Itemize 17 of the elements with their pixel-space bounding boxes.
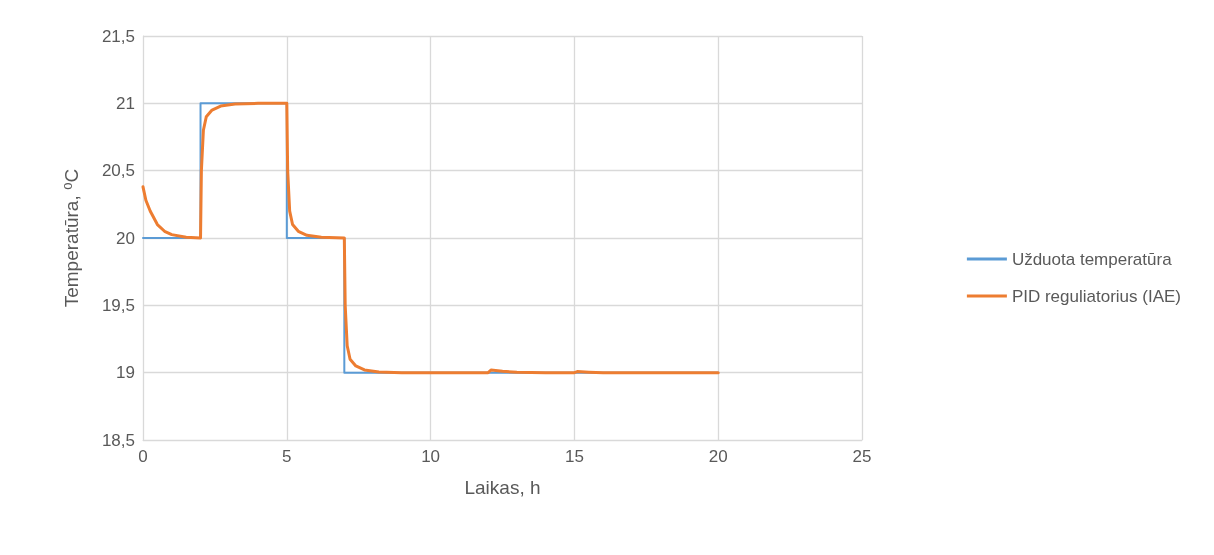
y-tick-label: 21 [116,93,135,113]
x-tick-label: 25 [852,447,872,466]
y-tick-label: 18,5 [101,430,135,450]
y-axis-title: Temperatūra, ⁰C [61,168,82,308]
x-tick-label: 15 [564,447,584,466]
y-tick-label: 20,5 [101,161,135,181]
y-tick-label: 19,5 [101,295,135,315]
y-tick-label: 20 [116,228,135,248]
legend-label: Užduota temperatūra [1011,249,1173,269]
legend-label: PID reguliatorius (IAE) [1011,286,1182,306]
x-tick-label: 5 [282,447,292,466]
y-tick-label: 19 [116,363,135,383]
x-tick-label: 10 [421,447,441,466]
x-axis-title: Laikas, h [464,477,541,498]
x-tick-label: 0 [138,447,148,466]
x-tick-label: 20 [708,447,728,466]
y-tick-label: 21,5 [101,26,135,46]
